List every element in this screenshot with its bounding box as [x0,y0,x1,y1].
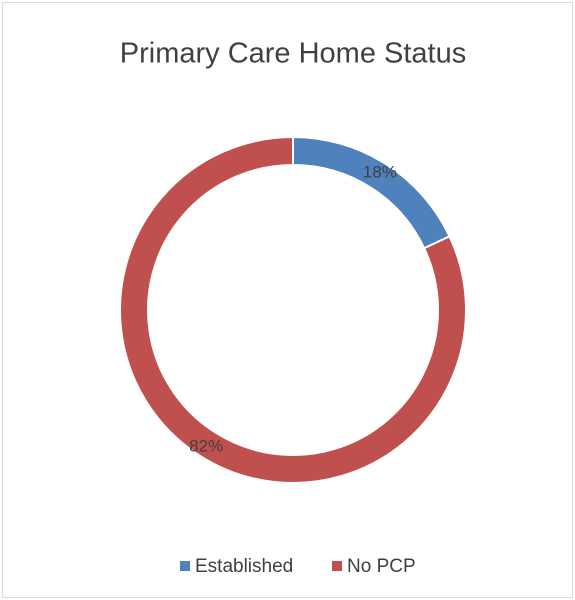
chart-title: Primary Care Home Status [120,38,467,70]
donut-slice [119,135,467,484]
legend-swatch [332,561,342,571]
data-label: 18% [363,163,397,182]
legend-label: Established [195,556,293,577]
data-label: 82% [189,436,223,455]
legend-label: No PCP [347,556,416,577]
legend-swatch [180,561,190,571]
